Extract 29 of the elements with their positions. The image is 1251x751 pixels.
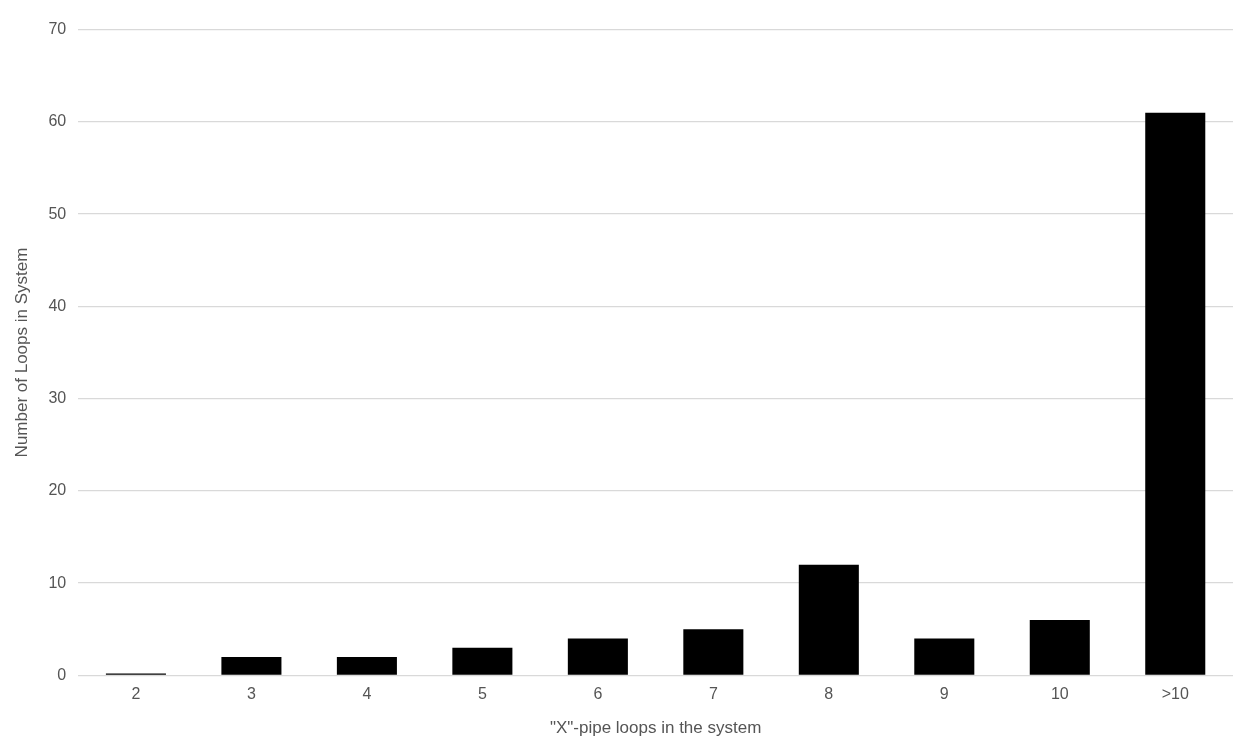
- bar: [336, 656, 397, 675]
- x-tick-label: 5: [477, 685, 487, 703]
- y-tick-label: 20: [48, 481, 67, 499]
- x-tick-label: 3: [246, 685, 256, 703]
- y-tick-label: 0: [57, 665, 67, 683]
- y-tick-label: 50: [48, 204, 67, 222]
- y-tick-label: 60: [48, 112, 67, 130]
- x-tick-label: 4: [362, 685, 372, 703]
- x-axis-title: "X"-pipe loops in the system: [549, 718, 762, 738]
- x-tick-label: 9: [939, 685, 949, 703]
- bar: [914, 638, 975, 675]
- bar: [1145, 112, 1206, 675]
- bar: [1029, 620, 1090, 675]
- y-tick-label: 40: [48, 296, 67, 314]
- x-tick-label: 10: [1050, 685, 1069, 703]
- y-tick-label: 30: [48, 389, 67, 407]
- x-tick-label: 2: [131, 685, 141, 703]
- bar: [683, 629, 744, 675]
- bar: [798, 564, 859, 675]
- bar: [221, 656, 282, 675]
- x-tick-label: 7: [708, 685, 718, 703]
- y-tick-label: 70: [48, 20, 67, 38]
- bar: [567, 638, 628, 675]
- y-axis-title: Number of Loops in System: [11, 247, 31, 458]
- y-tick-label: 10: [48, 573, 67, 591]
- x-tick-label: 8: [824, 685, 834, 703]
- x-tick-label: >10: [1161, 685, 1189, 703]
- x-tick-label: 6: [593, 685, 603, 703]
- bar: [452, 647, 513, 675]
